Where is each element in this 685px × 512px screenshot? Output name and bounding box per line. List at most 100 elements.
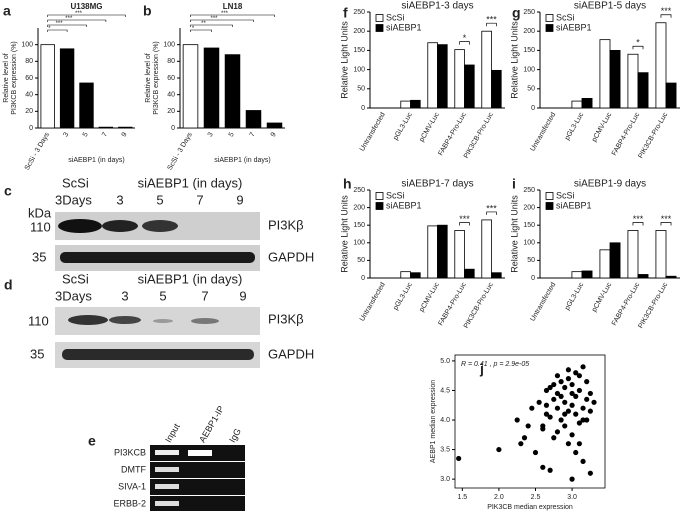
point bbox=[576, 387, 582, 394]
panel-letter: g bbox=[512, 5, 521, 21]
x-tick-label: FABP4-Pro-Luc bbox=[611, 281, 642, 327]
y-tick-label: 250 bbox=[523, 9, 535, 16]
marker-label: 110 bbox=[28, 313, 49, 328]
point bbox=[547, 384, 553, 391]
gel-row bbox=[150, 462, 245, 478]
legend-swatch bbox=[545, 24, 554, 32]
x-tick-label: 2.5 bbox=[531, 494, 541, 501]
bar bbox=[410, 99, 421, 109]
point bbox=[536, 399, 542, 405]
legend-label: siAEBP1 bbox=[556, 200, 592, 210]
lane-label: 3 bbox=[121, 288, 128, 303]
point bbox=[554, 405, 561, 411]
gel-band bbox=[188, 450, 212, 456]
group-label: siAEBP1 (in days) bbox=[138, 175, 243, 190]
significance-label: *** bbox=[633, 214, 644, 224]
panel-letter: h bbox=[343, 176, 352, 192]
bar bbox=[400, 271, 411, 279]
point bbox=[584, 396, 590, 402]
point bbox=[569, 390, 575, 397]
bar bbox=[245, 110, 262, 129]
significance-label: *** bbox=[65, 16, 73, 22]
point bbox=[580, 364, 586, 370]
bar bbox=[481, 219, 492, 279]
bar bbox=[427, 225, 438, 279]
chart-title: U138MG bbox=[70, 2, 102, 11]
y-tick-label: 100 bbox=[21, 42, 33, 49]
point bbox=[540, 464, 546, 470]
chart-title: siAEBP1-5 days bbox=[574, 1, 646, 12]
point bbox=[496, 446, 502, 453]
x-tick-label: 5 bbox=[228, 131, 236, 138]
x-tick-label: Untransfected bbox=[529, 111, 557, 152]
x-tick-label: PIK3CB-Pro-Luc bbox=[637, 111, 669, 160]
bar bbox=[203, 47, 220, 129]
x-tick-label: FABP4-Pro-Luc bbox=[437, 281, 468, 327]
bar bbox=[454, 49, 465, 109]
significance-label: * bbox=[192, 26, 195, 32]
marker-label: 35 bbox=[32, 249, 46, 264]
y-tick-label: 250 bbox=[353, 9, 365, 16]
blot-band bbox=[62, 349, 254, 360]
x-axis-label: siAEBP1 (in days) bbox=[68, 157, 124, 164]
significance-label: * bbox=[463, 33, 467, 43]
lane-label: 7 bbox=[201, 288, 208, 303]
panel-letter: e bbox=[88, 433, 96, 449]
control-label: ScSi bbox=[62, 271, 89, 286]
x-tick-label: 3 bbox=[207, 131, 215, 138]
bar bbox=[581, 270, 593, 279]
legend-label: ScSi bbox=[386, 190, 405, 200]
x-tick-label: Untransfected bbox=[359, 281, 387, 322]
significance-bracket bbox=[660, 14, 672, 18]
row-label: DMTF bbox=[121, 464, 146, 474]
legend-label: ScSi bbox=[556, 190, 575, 200]
x-tick-label: FABP4-Pro-Luc bbox=[437, 111, 468, 157]
legend-swatch bbox=[545, 202, 554, 210]
point bbox=[558, 379, 564, 385]
bar bbox=[224, 54, 241, 129]
x-tick-label: 3 bbox=[62, 131, 70, 138]
point bbox=[514, 417, 520, 423]
legend-swatch bbox=[375, 24, 384, 32]
bar bbox=[665, 82, 677, 109]
protein-label: PI3Kβ bbox=[268, 217, 304, 232]
unit-label: kDa bbox=[28, 205, 52, 220]
point bbox=[547, 467, 553, 473]
panel-letter: j bbox=[479, 361, 484, 377]
bar bbox=[609, 50, 621, 109]
bar bbox=[266, 122, 283, 129]
bar bbox=[79, 82, 94, 129]
significance-label: * bbox=[636, 38, 640, 48]
bar bbox=[571, 100, 583, 109]
legend-swatch bbox=[545, 14, 554, 22]
significance-label: *** bbox=[486, 15, 497, 25]
lane-label: 5 bbox=[159, 288, 166, 303]
significance-bracket bbox=[486, 211, 497, 215]
significance-label: * bbox=[48, 26, 51, 32]
significance-bracket bbox=[47, 19, 107, 22]
bar bbox=[59, 48, 75, 129]
legend-label: ScSi bbox=[556, 12, 575, 22]
bar bbox=[464, 64, 475, 109]
point bbox=[587, 390, 593, 397]
control-label: 3Days bbox=[55, 288, 92, 303]
significance-label: ** bbox=[201, 21, 206, 27]
point bbox=[580, 405, 586, 411]
bar bbox=[571, 271, 583, 279]
significance-bracket bbox=[190, 19, 254, 22]
y-tick-label: 0 bbox=[29, 125, 33, 132]
point bbox=[543, 387, 550, 394]
x-tick-label: pGL3-Luc bbox=[564, 111, 586, 142]
bar bbox=[599, 249, 611, 279]
y-tick-label: 4.0 bbox=[440, 417, 450, 424]
y-tick-label: 150 bbox=[353, 47, 365, 54]
chart-title: LN18 bbox=[223, 2, 243, 11]
bar bbox=[491, 69, 502, 109]
y-tick-label: 100 bbox=[163, 42, 175, 49]
blot-band bbox=[142, 220, 178, 232]
point bbox=[554, 429, 561, 435]
x-tick-label: 9 bbox=[121, 131, 129, 138]
x-tick-label: pCMV-Luc bbox=[591, 281, 614, 313]
point bbox=[521, 435, 528, 441]
